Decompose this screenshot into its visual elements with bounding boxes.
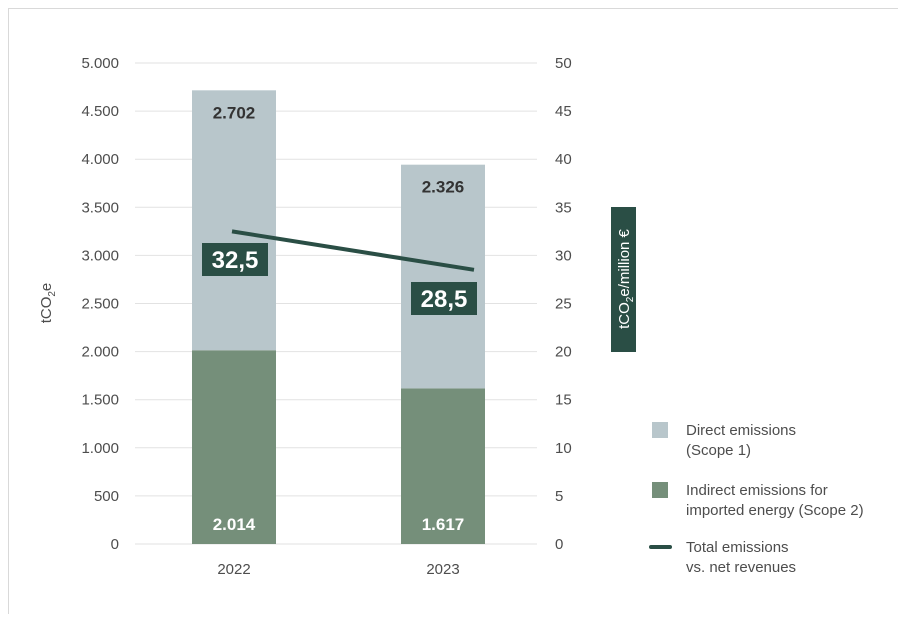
chart-frame [8, 8, 898, 614]
ratio-line: 32,5 28,5 [202, 229, 477, 315]
frame-border-top [8, 8, 898, 9]
right-tick-label: 5 [555, 488, 563, 505]
bar-scope1 [192, 90, 276, 351]
right-tick-label: 50 [555, 55, 572, 72]
legend-label: imported energy (Scope 2) [686, 502, 864, 519]
bar-value-label: 2.702 [213, 103, 256, 122]
left-tick-label: 3.500 [81, 199, 119, 216]
bar-scope1 [401, 164, 485, 389]
bar-scope2 [401, 388, 485, 544]
left-tick-label: 4.000 [81, 151, 119, 168]
right-tick-label: 0 [555, 536, 563, 553]
left-tick-label: 3.000 [81, 247, 119, 264]
legend-swatch [652, 482, 668, 498]
axis-titles: tCO2e tCO2e/million € [38, 207, 636, 352]
legend-label: vs. net revenues [686, 559, 796, 576]
left-tick-label: 2.000 [81, 344, 119, 361]
left-axis-ticks: 0 500 1.000 1.500 2.000 2.500 3.000 3.500 4.000 4… [81, 55, 119, 553]
ratio-label-box [202, 243, 268, 276]
x-tick-label: 2022 [217, 561, 250, 578]
right-axis-title-box [611, 207, 636, 352]
ratio-line-segment [231, 229, 475, 272]
right-tick-label: 10 [555, 440, 572, 457]
right-axis-title: tCO2e/million € [616, 228, 636, 328]
legend-label: Direct emissions [686, 422, 796, 439]
right-tick-label: 35 [555, 199, 572, 216]
right-tick-label: 25 [555, 296, 572, 313]
right-tick-label: 45 [555, 103, 572, 120]
bar-value-label: 1.617 [422, 515, 465, 534]
x-axis-ticks: 2022 2023 [217, 561, 459, 578]
ratio-label: 28,5 [421, 286, 468, 313]
bar-value-label: 2.326 [422, 178, 465, 197]
left-tick-label: 1.500 [81, 392, 119, 409]
x-tick-label: 2023 [426, 561, 459, 578]
left-tick-label: 2.500 [81, 296, 119, 313]
bar-scope2 [192, 350, 276, 544]
legend-label: (Scope 1) [686, 442, 751, 459]
left-tick-label: 500 [94, 488, 119, 505]
legend-swatch [652, 422, 668, 438]
left-tick-label: 0 [111, 536, 119, 553]
legend: Direct emissions (Scope 1) Indirect emissi… [649, 422, 864, 576]
frame-border-left [8, 8, 9, 614]
right-tick-label: 40 [555, 151, 572, 168]
left-tick-label: 1.000 [81, 440, 119, 457]
left-axis-title: tCO2e [38, 283, 58, 324]
left-tick-label: 4.500 [81, 103, 119, 120]
right-tick-label: 20 [555, 344, 572, 361]
left-tick-label: 5.000 [81, 55, 119, 72]
bar-value-label: 2.014 [213, 515, 256, 534]
legend-label: Total emissions [686, 539, 789, 556]
ratio-label: 32,5 [212, 247, 259, 274]
right-tick-label: 15 [555, 392, 572, 409]
right-tick-label: 30 [555, 247, 572, 264]
bars: 2.014 2.702 1.617 2.326 [192, 90, 485, 544]
ratio-label-box [411, 282, 477, 315]
legend-label: Indirect emissions for [686, 482, 828, 499]
right-axis-ticks: 0 5 10 15 20 25 30 35 40 45 50 [555, 55, 572, 553]
